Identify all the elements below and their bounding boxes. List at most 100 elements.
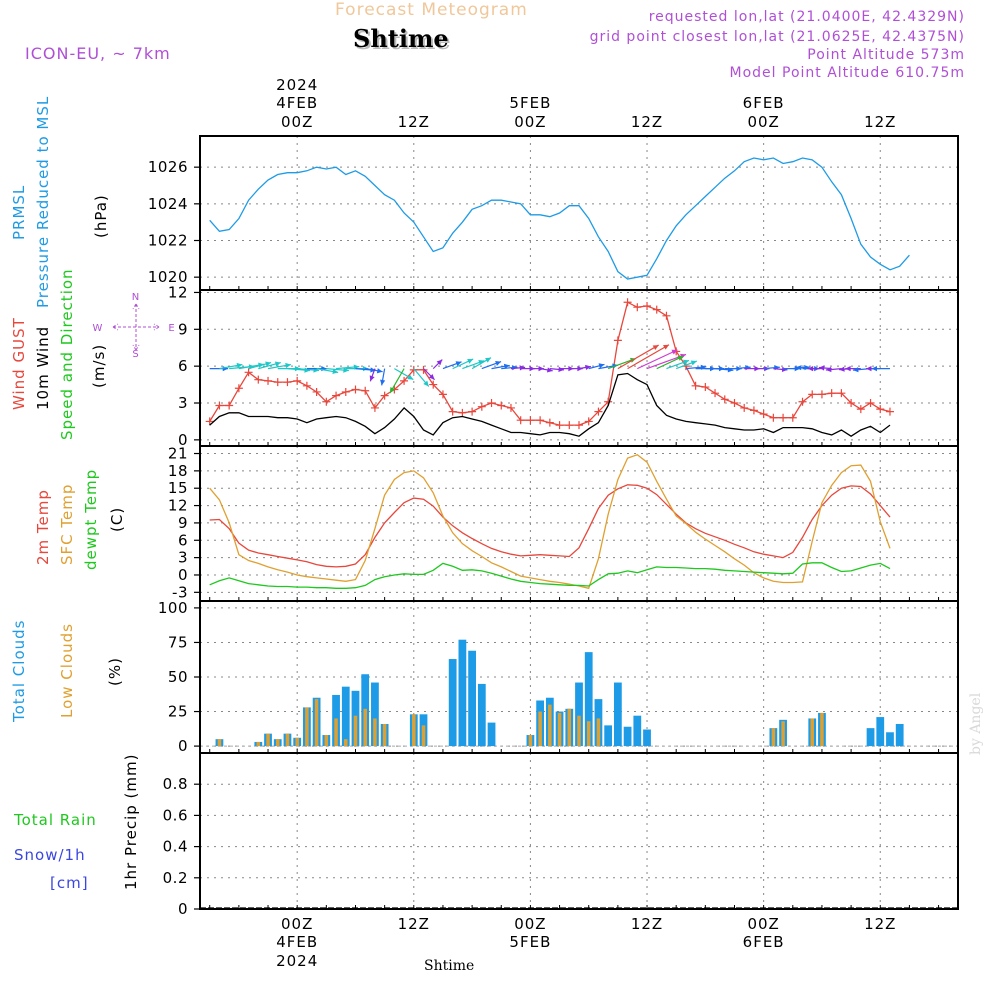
wind-arrow-head (495, 360, 502, 366)
gust-point (613, 336, 622, 345)
gust-point (711, 389, 720, 398)
low-cloud-bar (771, 728, 776, 747)
total-cloud-bar (487, 722, 496, 747)
low-cloud-bar (567, 708, 572, 747)
total-cloud-bar (866, 728, 875, 747)
y-tick-label: 1026 (148, 158, 188, 176)
gust-point (652, 305, 661, 314)
wind-arrow (617, 344, 659, 370)
dewpt-label: dewpt Temp (82, 469, 100, 570)
wind-unit: (m/s) (90, 344, 108, 388)
credit-watermark: by Angel (968, 692, 984, 755)
y-tick-label: 0.2 (163, 869, 188, 887)
gust-point (847, 399, 856, 408)
wind-arrow-head (727, 367, 734, 373)
series-line-wind-gust (209, 301, 891, 426)
wind-arrow-head (598, 363, 605, 369)
gust-point (885, 407, 894, 416)
gust-point (779, 413, 788, 422)
y-tick-label: 1020 (148, 268, 188, 286)
low-clouds-label: Low Clouds (58, 623, 76, 718)
prmsl-label: PRMSL (10, 185, 28, 240)
gust-point (487, 399, 496, 408)
y-tick-label: 18 (168, 462, 188, 480)
gust-point (370, 403, 379, 412)
wind-arrow-head (818, 365, 825, 371)
top-time-label: 6FEB (743, 94, 785, 112)
wind-arrow-head (845, 366, 851, 372)
wind-arrow-head (690, 360, 697, 366)
low-cloud-bar (548, 704, 552, 747)
total-cloud-bar (643, 729, 651, 747)
series-line-10m-wind (209, 372, 891, 437)
bottom-time-label: 5FEB (509, 933, 551, 951)
pressure-unit: (hPa) (92, 194, 110, 238)
total-cloud-bar (371, 682, 379, 747)
bottom-time-label: 4FEB (276, 933, 318, 951)
compass-e: E (168, 323, 175, 334)
series-line-prmsl (209, 157, 910, 280)
compass-w: W (93, 323, 104, 334)
gust-point (749, 406, 758, 415)
gust-point (730, 399, 739, 408)
y-tick-label: 9 (178, 514, 188, 532)
gust-point (322, 397, 331, 406)
top-time-label: 00Z (514, 113, 546, 131)
snow-label: Snow/1h (14, 846, 86, 864)
wind-arrow-head (866, 366, 872, 372)
low-cloud-bar (344, 739, 348, 747)
total-cloud-bar (876, 717, 885, 747)
total-rain-label: Total Rain (13, 811, 97, 829)
gust-point (662, 311, 671, 320)
gust-point (477, 402, 486, 411)
low-cloud-bar (324, 735, 329, 747)
gust-point (555, 421, 564, 430)
wind-arrow-head (467, 358, 474, 364)
gust-point (254, 375, 263, 384)
low-cloud-bar (382, 723, 387, 747)
gust-point (506, 403, 515, 412)
series-line-dewpt-temp (209, 562, 891, 589)
gust-point (740, 403, 749, 412)
bottom-time-label: 00Z (514, 915, 546, 933)
series-line-sfc-temp (209, 453, 891, 590)
wind-arrow-head (683, 359, 690, 365)
wind-arrow-head (546, 367, 553, 373)
wind-arrow-head (376, 368, 383, 374)
wind-gust-label: Wind GUST (10, 317, 28, 410)
precip-label: 1hr Precip (mm) (122, 754, 140, 890)
pressure-label: Pressure Reduced to MSL (34, 96, 52, 308)
y-tick-label: 9 (178, 320, 188, 338)
gust-point (720, 395, 729, 404)
y-tick-label: 1024 (148, 195, 188, 213)
total-cloud-bar (895, 723, 904, 747)
wind-arrow-head (663, 344, 669, 350)
wind-arrow-head (455, 361, 462, 367)
gust-point (759, 410, 768, 419)
bottom-time-label: 2024 (276, 952, 318, 970)
gust-point (594, 407, 603, 416)
low-cloud-bar (528, 735, 533, 747)
gust-point (458, 408, 467, 417)
low-cloud-bar (305, 707, 309, 747)
gust-point (623, 298, 632, 307)
gust-point (769, 413, 778, 422)
sfc-temp-label: SFC Temp (58, 484, 76, 565)
low-cloud-bar (353, 715, 358, 747)
gust-point (205, 417, 214, 426)
gust-point (817, 390, 826, 399)
gust-point (448, 407, 457, 416)
gust-point (380, 391, 389, 400)
low-cloud-bar (820, 712, 824, 747)
wind-arrow-head (265, 361, 272, 367)
location-title: Shtime (353, 24, 449, 53)
top-time-label: 12Z (864, 113, 896, 131)
y-tick-label: 50 (168, 668, 188, 686)
low-cloud-bar (266, 733, 270, 747)
y-tick-label: 0 (178, 900, 188, 918)
wind-arrow-head (503, 363, 510, 369)
gust-point (526, 416, 535, 425)
low-cloud-bar (810, 718, 814, 747)
